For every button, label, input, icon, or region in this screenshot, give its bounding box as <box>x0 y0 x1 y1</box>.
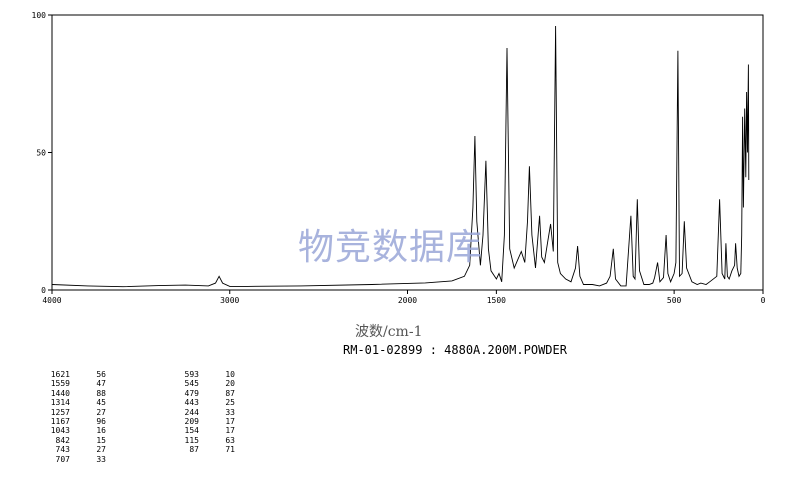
peak-intensity: 63 <box>225 435 235 445</box>
peak-wavenumber: 244 <box>184 407 199 417</box>
x-axis-label: 波数/cm-1 <box>355 324 423 340</box>
peak-intensity: 16 <box>96 426 106 436</box>
peak-row: 1257 27 <box>44 408 106 417</box>
peak-intensity: 87 <box>225 388 235 398</box>
peak-row: 593 10 <box>173 370 235 379</box>
peak-intensity: 45 <box>96 398 106 408</box>
peak-intensity: 33 <box>225 407 235 417</box>
peak-row: 209 17 <box>173 417 235 426</box>
watermark: 物竞数据库 <box>298 227 484 268</box>
peak-row: 743 27 <box>44 445 106 454</box>
peak-intensity: 27 <box>96 445 106 455</box>
peak-wavenumber: 593 <box>184 370 199 379</box>
peak-row: 1440 88 <box>44 389 106 398</box>
peak-wavenumber: 1621 <box>50 370 70 379</box>
peak-table-column-2: 593 10 545 20 479 87 443 25 244 33 209 17 154 17 115 63… <box>173 370 235 455</box>
peak-wavenumber: 209 <box>184 416 199 426</box>
sample-id: RM-01-02899 : 4880A.200M.POWDER <box>343 343 567 357</box>
peak-intensity: 15 <box>96 435 106 445</box>
peak-row: 1559 47 <box>44 379 106 388</box>
x-tick-label: 1500 <box>487 296 506 305</box>
peak-intensity: 47 <box>96 379 106 389</box>
peak-intensity: 20 <box>225 379 235 389</box>
peak-row: 1621 56 <box>44 370 106 379</box>
peak-intensity: 25 <box>225 398 235 408</box>
peak-wavenumber: 154 <box>184 426 199 436</box>
x-tick-label: 500 <box>667 296 682 305</box>
peak-row: 842 15 <box>44 436 106 445</box>
peak-wavenumber: 743 <box>55 445 70 455</box>
peak-wavenumber: 1257 <box>50 407 70 417</box>
y-tick-label: 50 <box>36 149 46 158</box>
spectrum-series-line <box>51 25 750 288</box>
peak-row: 1043 16 <box>44 426 106 435</box>
y-tick-label: 100 <box>32 11 47 20</box>
peak-row: 154 17 <box>173 426 235 435</box>
peak-wavenumber: 707 <box>55 454 70 464</box>
x-tick-label: 2000 <box>398 296 417 305</box>
peak-wavenumber: 443 <box>184 398 199 408</box>
peak-wavenumber: 842 <box>55 435 70 445</box>
y-tick-label: 0 <box>41 286 46 295</box>
peak-wavenumber: 1167 <box>50 416 70 426</box>
peak-row: 545 20 <box>173 379 235 388</box>
peak-row: 443 25 <box>173 398 235 407</box>
peak-row: 87 71 <box>173 445 235 454</box>
peak-table-column-1: 1621 56 1559 47 1440 88 1314 45 1257 27 1167 96 1043… <box>44 370 106 464</box>
peak-row: 479 87 <box>173 389 235 398</box>
peak-row: 1167 96 <box>44 417 106 426</box>
peak-intensity: 27 <box>96 407 106 417</box>
x-tick-label: 4000 <box>42 296 61 305</box>
peak-row: 115 63 <box>173 436 235 445</box>
peak-wavenumber: 1440 <box>50 388 70 398</box>
peak-wavenumber: 115 <box>184 435 199 445</box>
peak-row: 244 33 <box>173 408 235 417</box>
peak-wavenumber: 1314 <box>50 398 70 408</box>
peak-wavenumber: 479 <box>184 388 199 398</box>
peak-intensity: 17 <box>225 426 235 436</box>
peak-row: 1314 45 <box>44 398 106 407</box>
peak-wavenumber: 545 <box>184 379 199 389</box>
peak-intensity: 71 <box>225 445 235 455</box>
x-tick-label: 3000 <box>220 296 239 305</box>
peak-intensity: 33 <box>96 454 106 464</box>
peak-intensity: 96 <box>96 416 106 426</box>
peak-wavenumber: 1559 <box>50 379 70 389</box>
peak-intensity: 56 <box>96 370 106 379</box>
peak-intensity: 88 <box>96 388 106 398</box>
peak-row: 707 33 <box>44 455 106 464</box>
peak-wavenumber: 87 <box>189 445 199 455</box>
peak-wavenumber: 1043 <box>50 426 70 436</box>
peak-intensity: 10 <box>225 370 235 379</box>
axis-ticks <box>48 14 764 294</box>
peak-intensity: 17 <box>225 416 235 426</box>
x-tick-label: 0 <box>761 296 766 305</box>
